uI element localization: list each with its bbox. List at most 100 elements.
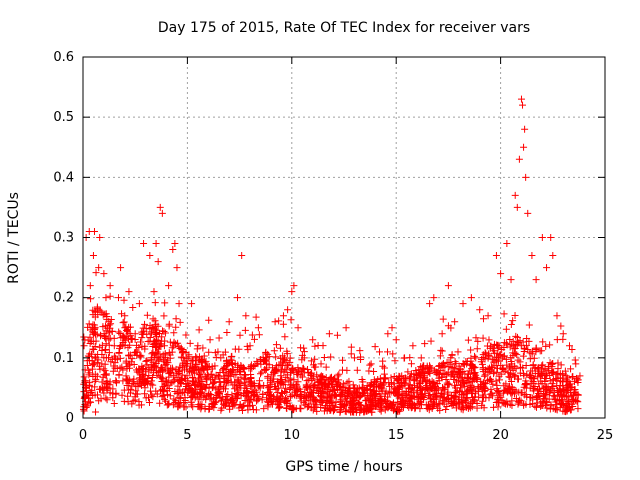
data-point [247,383,255,391]
data-point [393,389,401,397]
data-point [470,376,478,384]
data-point [481,355,489,363]
y-axis-label: ROTI / TECUs [6,192,22,284]
data-point [275,394,283,402]
data-point [554,387,562,394]
data-point [458,402,466,410]
data-point [385,389,393,397]
data-point [100,270,108,278]
data-point [195,353,203,361]
data-point [424,368,432,376]
data-point [413,387,421,395]
data-point [85,394,93,402]
x-tick-label: 10 [284,428,301,443]
data-point [377,384,385,392]
data-point [216,378,224,386]
data-point [244,346,252,354]
data-point [85,381,93,389]
data-point [572,396,580,404]
data-point [102,379,110,387]
data-point [325,381,333,389]
data-point [370,381,378,389]
data-point [163,401,171,409]
data-point [459,378,467,386]
data-point [106,282,114,290]
data-point [175,300,183,308]
y-tick-label: 0.1 [53,351,74,366]
data-point [284,371,292,379]
data-point [359,378,367,386]
data-point [264,401,272,409]
data-point [570,386,578,394]
data-point [532,344,540,352]
data-point [541,395,549,403]
data-point [259,390,267,398]
data-point [528,367,536,375]
data-point [161,395,169,403]
data-point [326,388,334,396]
data-point [82,403,90,411]
data-point [269,392,277,400]
data-point [300,365,308,373]
x-tick-label: 25 [597,428,614,443]
data-point [215,389,223,397]
data-point [319,342,327,350]
data-point [538,380,546,388]
data-point [513,203,521,211]
data-point [328,399,336,407]
data-point [256,370,264,378]
data-point [102,294,110,302]
data-point [506,373,514,381]
data-point [275,317,283,325]
data-point [317,392,325,400]
data-point [549,383,557,390]
data-point [254,360,262,368]
data-point [100,365,108,373]
data-point [309,336,317,344]
data-point [542,391,549,399]
y-tick-label: 0.2 [53,291,74,306]
data-point [415,366,423,374]
data-point [204,372,212,380]
data-point [290,404,298,412]
data-point [417,395,425,403]
data-point [360,408,368,416]
data-point [487,342,495,350]
data-point [487,385,495,393]
data-point [568,373,576,381]
data-point [439,384,447,392]
data-point [315,384,323,392]
data-point [236,331,244,339]
data-point [508,401,516,409]
data-point [493,387,501,395]
data-point [469,374,477,382]
data-point [496,350,504,358]
data-point [506,385,514,393]
data-point [234,294,242,302]
data-point [407,360,415,368]
data-point [125,288,133,296]
data-point [197,373,205,381]
data-point [103,315,111,323]
data-point [89,252,97,260]
data-point [167,379,175,387]
data-point [436,393,444,401]
data-point [472,334,480,342]
data-point [459,300,467,308]
data-point [228,359,236,367]
data-point [153,329,161,337]
data-point [393,407,401,415]
data-point [515,155,523,163]
data-point [390,384,398,392]
data-point [205,405,213,413]
data-point [134,379,142,387]
data-point [569,372,577,380]
data-point [290,376,298,384]
data-point [290,368,298,376]
y-tick-label: 0.4 [53,170,74,185]
data-point [112,389,120,397]
data-point [106,389,114,397]
y-tick-label: 0.3 [53,231,74,246]
data-point [347,350,355,358]
data-point [272,397,280,405]
